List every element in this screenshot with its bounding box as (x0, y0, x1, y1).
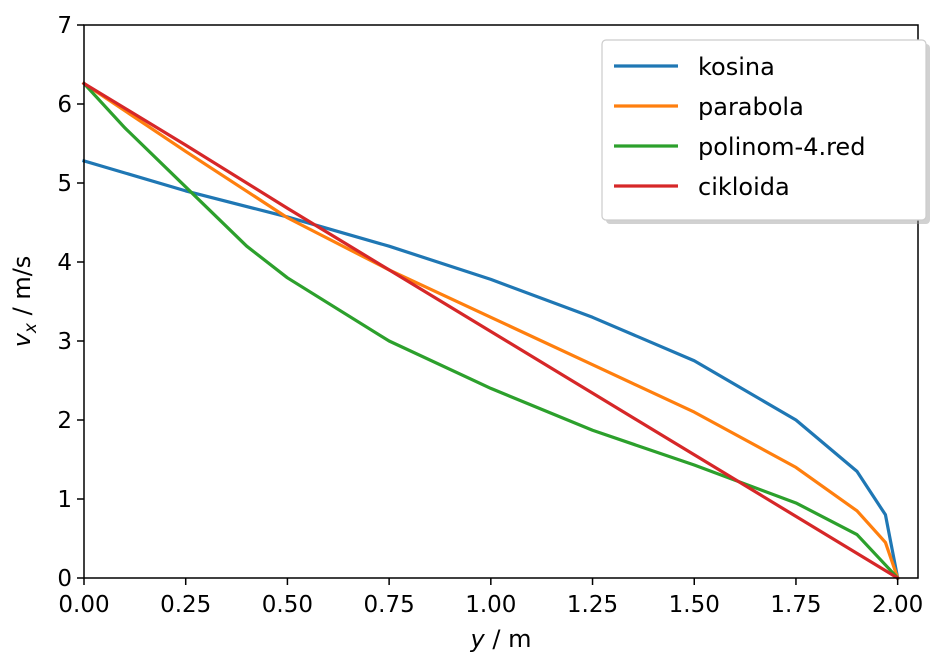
y-axis-unit: / m/s (8, 256, 36, 323)
y-tick-label: 7 (57, 13, 72, 39)
y-axis-subscript: x (21, 322, 41, 334)
x-axis-unit: / m (485, 625, 532, 653)
legend-label: cikloida (698, 173, 790, 201)
legend-label: kosina (698, 53, 775, 81)
y-tick-label: 5 (57, 171, 72, 197)
x-axis-variable: y (470, 625, 486, 653)
y-tick-label: 2 (57, 408, 72, 434)
x-axis-label: y / m (470, 625, 532, 653)
y-tick-label: 4 (57, 250, 72, 276)
legend-box (601, 39, 927, 221)
y-axis-variable: v (8, 332, 36, 347)
series-line-0 (82, 158, 900, 580)
y-axis-label: vx / m/s (8, 256, 41, 348)
legend-label: parabola (698, 93, 804, 121)
y-tick-label: 3 (57, 329, 72, 355)
x-tick-label: 1.75 (770, 592, 821, 618)
x-tick-label: 0.25 (160, 592, 211, 618)
x-tick-label: 1.00 (465, 592, 516, 618)
axes: 0.00 0.25 0.50 0.75 1.00 1.25 1.50 1.75 2.00 0 1 2 3… (57, 13, 923, 618)
x-tick-label: 0.75 (364, 592, 415, 618)
x-tick-label: 1.50 (669, 592, 720, 618)
legend: kosina parabola polinom-4.red cikloida (601, 39, 930, 224)
series-line-1 (81, 81, 900, 581)
x-tick-label: 2.00 (872, 592, 923, 618)
y-tick-label: 6 (57, 92, 72, 118)
plot-area (81, 81, 900, 581)
y-tick-label: 1 (57, 487, 72, 513)
series-line-3 (81, 81, 900, 581)
y-tick-label: 0 (57, 566, 72, 592)
legend-label: polinom-4.red (698, 133, 865, 161)
x-tick-label: 0.50 (262, 592, 313, 618)
x-tick-label: 1.25 (567, 592, 618, 618)
x-tick-label: 0.00 (58, 592, 109, 618)
series-line-2 (81, 81, 900, 581)
plot-frame (83, 24, 919, 579)
